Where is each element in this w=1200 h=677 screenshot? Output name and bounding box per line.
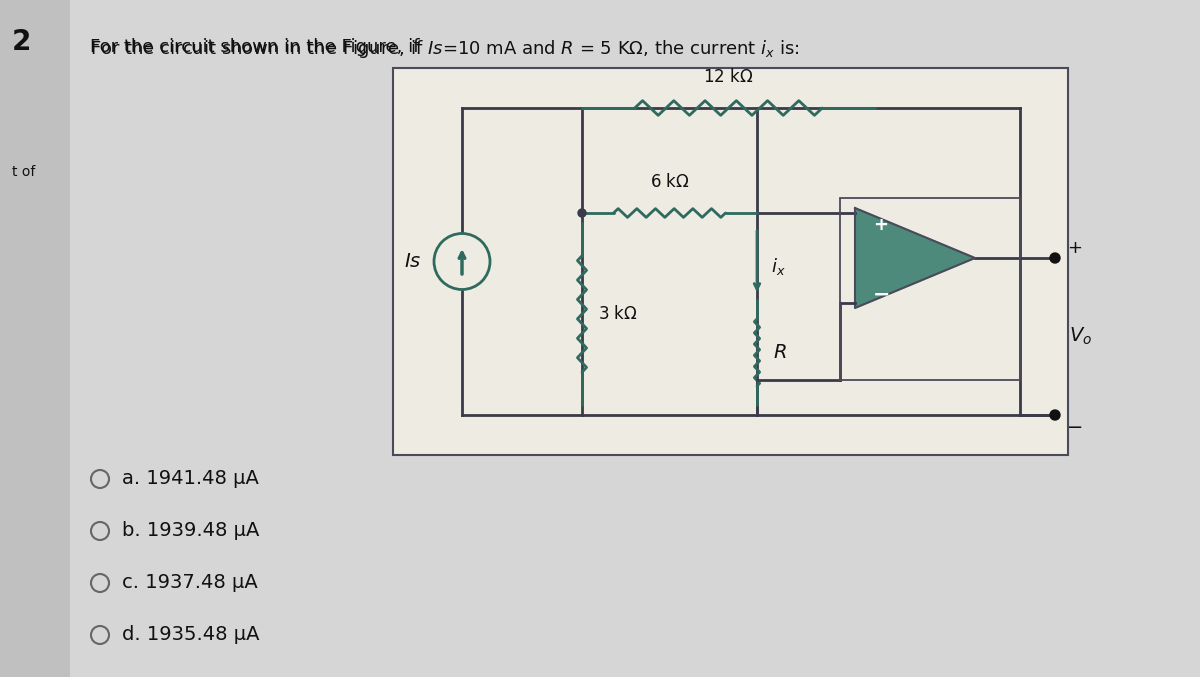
Text: For the circuit shown in the Figure, if: For the circuit shown in the Figure, if [90, 38, 425, 56]
Text: −: − [1067, 418, 1084, 437]
Text: +: + [874, 216, 888, 234]
Text: +: + [1067, 239, 1082, 257]
Text: For the circuit shown in the Figure, if $\mathit{Is}$=10 mA and $\mathit{R}$ = 5: For the circuit shown in the Figure, if … [90, 38, 799, 60]
Text: $\mathit{R}$: $\mathit{R}$ [773, 343, 787, 362]
Text: 12 k$\Omega$: 12 k$\Omega$ [703, 68, 754, 86]
Circle shape [1050, 253, 1060, 263]
Polygon shape [854, 208, 974, 308]
Text: c. 1937.48 μA: c. 1937.48 μA [122, 573, 258, 592]
Text: d. 1935.48 μA: d. 1935.48 μA [122, 626, 259, 645]
Circle shape [1050, 410, 1060, 420]
Text: $\mathit{Is}$: $\mathit{Is}$ [404, 252, 422, 271]
Text: $\mathit{V_o}$: $\mathit{V_o}$ [1069, 326, 1092, 347]
Bar [840, 198, 1020, 380]
Text: b. 1939.48 μA: b. 1939.48 μA [122, 521, 259, 540]
Circle shape [434, 234, 490, 290]
Bar [0, 0, 70, 677]
Text: 2: 2 [12, 28, 31, 56]
Bar [394, 68, 1068, 455]
Text: 6 k$\Omega$: 6 k$\Omega$ [649, 173, 689, 191]
Text: a. 1941.48 μA: a. 1941.48 μA [122, 470, 259, 489]
Text: −: − [874, 285, 890, 305]
Text: $\mathit{i_x}$: $\mathit{i_x}$ [772, 256, 786, 277]
Text: t of: t of [12, 165, 35, 179]
Circle shape [578, 209, 586, 217]
Text: 3 k$\Omega$: 3 k$\Omega$ [598, 305, 637, 323]
